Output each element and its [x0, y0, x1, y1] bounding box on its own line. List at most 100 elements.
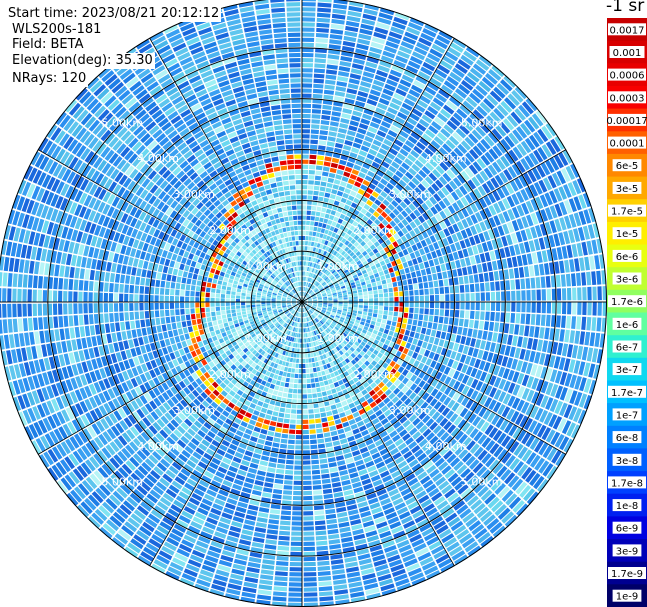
range-gate-cell: [361, 196, 368, 203]
range-gate-cell: [479, 371, 488, 382]
range-gate-cell: [424, 405, 433, 414]
range-gate-cell: [290, 352, 294, 358]
range-gate-cell: [214, 340, 220, 346]
range-gate-cell: [487, 164, 498, 176]
range-gate-cell: [573, 212, 582, 227]
range-gate-cell: [475, 381, 484, 391]
range-gate-cell: [458, 276, 464, 285]
range-gate-cell: [319, 458, 328, 464]
range-gate-cell: [380, 93, 392, 101]
range-gate-cell: [350, 68, 363, 75]
range-gate-cell: [564, 329, 570, 343]
range-gate-cell: [324, 276, 329, 281]
range-gate-cell: [315, 423, 322, 429]
range-gate-cell: [524, 119, 536, 133]
range-gate-cell: [347, 242, 353, 249]
range-gate-cell: [302, 12, 316, 17]
range-gate-cell: [427, 144, 438, 154]
range-gate-cell: [489, 90, 502, 103]
range-gate-cell: [506, 291, 511, 301]
range-gate-cell: [378, 125, 389, 133]
range-gate-cell: [449, 180, 458, 190]
range-gate-cell: [353, 350, 359, 356]
range-gate-cell: [356, 283, 361, 287]
range-gate-cell: [521, 401, 530, 414]
range-gate-cell: [409, 230, 416, 238]
range-gate-cell: [323, 197, 329, 203]
range-gate-cell: [334, 96, 345, 102]
range-gate-cell: [539, 352, 546, 365]
range-gate-cell: [317, 392, 323, 398]
range-gate-cell: [465, 302, 470, 310]
range-gate-cell: [305, 225, 310, 231]
range-gate-cell: [324, 315, 329, 319]
range-gate-cell: [292, 506, 302, 511]
range-gate-cell: [306, 338, 309, 343]
range-gate-cell: [325, 208, 332, 214]
range-gate-cell: [549, 157, 560, 171]
range-gate-cell: [516, 126, 528, 139]
range-gate-cell: [422, 212, 430, 221]
range-gate-cell: [312, 304, 317, 306]
range-gate-cell: [452, 67, 465, 79]
range-gate-cell: [313, 403, 319, 409]
range-gate-cell: [375, 107, 386, 115]
range-gate-cell: [296, 414, 302, 419]
range-gate-cell: [387, 315, 393, 321]
range-gate-cell: [569, 330, 575, 344]
range-gate-cell: [470, 302, 475, 310]
range-gate-cell: [303, 561, 316, 567]
range-gate-cell: [521, 432, 531, 445]
range-gate-cell: [347, 309, 353, 313]
range-gate-cell: [178, 348, 185, 356]
range-gate-cell: [442, 197, 451, 207]
range-gate-cell: [504, 422, 514, 434]
range-gate-cell: [568, 229, 576, 243]
range-gate-cell: [448, 253, 454, 262]
range-gate-cell: [315, 48, 327, 54]
range-gate-cell: [501, 291, 506, 301]
range-gate-cell: [316, 264, 321, 270]
range-gate-cell: [536, 379, 544, 392]
range-gate-cell: [462, 120, 474, 132]
range-gate-cell: [316, 243, 321, 248]
range-gate-cell: [303, 470, 311, 475]
range-gate-cell: [303, 592, 318, 597]
range-gate-cell: [183, 346, 190, 354]
range-gate-cell: [468, 164, 478, 175]
range-gate-cell: [534, 457, 545, 471]
range-gate-cell: [406, 93, 418, 103]
range-gate-cell: [345, 135, 355, 142]
range-gate-cell: [352, 310, 358, 314]
range-gate-cell: [310, 273, 313, 278]
range-gate-cell: [592, 223, 600, 238]
range-gate-cell: [336, 190, 344, 197]
range-gate-cell: [337, 307, 343, 311]
range-gate-cell: [273, 406, 280, 412]
range-gate-cell: [433, 315, 439, 323]
range-gate-cell: [344, 30, 358, 38]
range-gate-cell: [362, 250, 368, 257]
range-gate-cell: [261, 564, 275, 570]
range-gate-cell: [520, 158, 531, 171]
range-gate-cell: [310, 308, 315, 312]
range-gate-cell: [406, 117, 418, 126]
range-gate-cell: [420, 401, 429, 411]
range-gate-cell: [493, 377, 502, 388]
range-gate-cell: [454, 63, 468, 74]
range-gate-cell: [462, 437, 472, 448]
range-gate-cell: [419, 295, 424, 302]
range-gate-cell: [459, 407, 469, 418]
range-gate-cell: [342, 40, 356, 48]
range-gate-cell: [332, 574, 346, 580]
range-gate-cell: [427, 105, 439, 116]
range-gate-cell: [505, 312, 511, 323]
range-gate-cell: [359, 278, 365, 283]
range-gate-cell: [469, 113, 481, 124]
range-gate-cell: [334, 419, 342, 425]
range-gate-cell: [492, 429, 503, 442]
range-gate-cell: [251, 398, 259, 405]
range-gate-cell: [379, 302, 384, 306]
range-gate-cell: [391, 21, 406, 30]
range-gate-cell: [402, 279, 408, 286]
